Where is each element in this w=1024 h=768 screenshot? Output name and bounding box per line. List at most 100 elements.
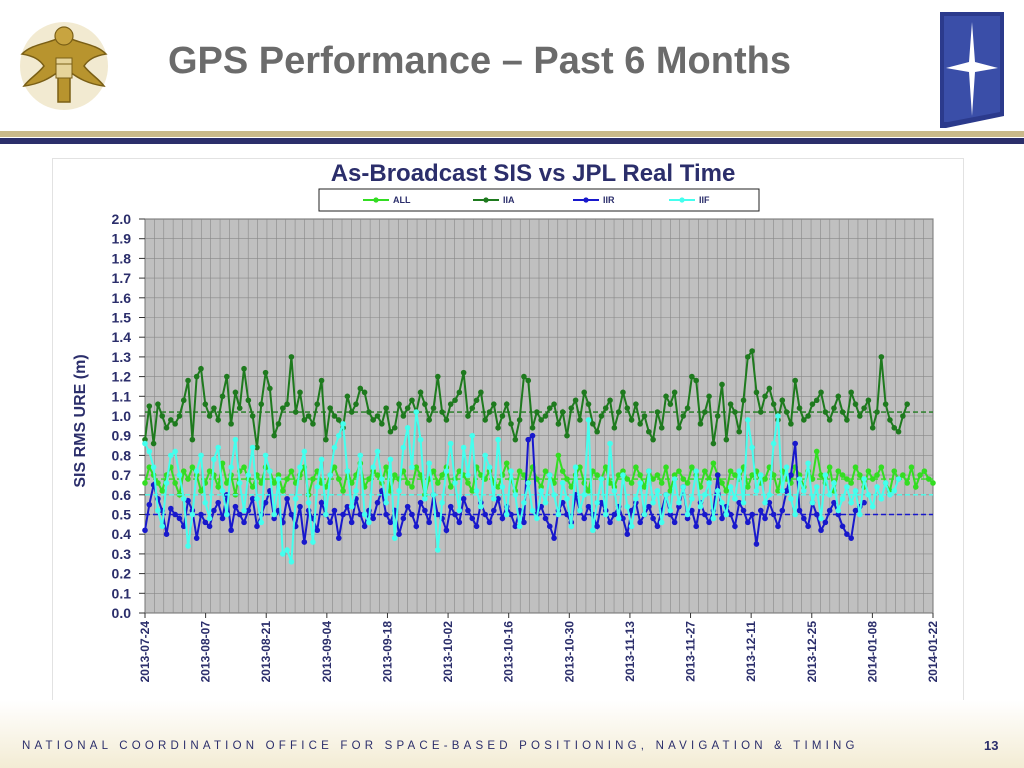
data-point-iia: [637, 421, 643, 427]
data-point-all: [615, 472, 622, 478]
chart-legend: ALL IIA IIR IIF: [318, 188, 760, 212]
data-point-all: [826, 464, 833, 471]
data-point-iia: [667, 401, 674, 407]
data-point-iia: [422, 401, 428, 407]
data-point-iif: [499, 484, 506, 490]
x-tick-label: 2013-09-04: [320, 621, 334, 683]
data-point-iia: [249, 413, 256, 419]
data-point-iir: [546, 523, 553, 530]
data-point-iif: [211, 456, 217, 463]
data-point-iif: [525, 480, 532, 486]
data-point-iia: [305, 413, 312, 419]
data-point-iia: [163, 425, 170, 431]
data-point-iif: [340, 421, 346, 427]
data-point-iia: [323, 436, 329, 443]
data-point-all: [856, 472, 863, 478]
data-point-iia: [168, 417, 174, 423]
data-point-iir: [848, 535, 854, 541]
data-point-iia: [396, 401, 402, 407]
data-point-all: [667, 488, 674, 494]
data-point-all: [348, 480, 355, 486]
data-point-all: [900, 472, 906, 478]
data-point-iif: [163, 480, 170, 486]
data-point-iif: [693, 468, 699, 474]
data-point-iia: [809, 401, 816, 407]
chart-panel: As-Broadcast SIS vs JPL Real Time ALL IIA…: [52, 158, 964, 708]
y-tick-label: 1.1: [112, 388, 132, 404]
data-point-all: [258, 480, 265, 486]
data-point-iif: [542, 499, 549, 506]
data-point-iia: [650, 436, 656, 443]
data-point-iir: [314, 527, 321, 534]
data-point-iif: [486, 464, 493, 471]
data-point-iif: [757, 472, 764, 478]
data-point-all: [172, 480, 178, 486]
data-point-all: [813, 448, 820, 455]
data-point-iia: [719, 381, 725, 388]
data-point-iia: [753, 389, 760, 396]
data-point-iir: [594, 523, 600, 530]
data-point-iif: [478, 503, 484, 510]
data-point-iir: [831, 499, 837, 506]
x-tick-label: 2013-10-02: [441, 621, 455, 683]
data-point-iir: [361, 523, 368, 530]
data-point-iia: [633, 401, 639, 407]
data-point-iif: [357, 452, 364, 459]
data-point-iia: [714, 413, 721, 419]
data-point-iir: [650, 515, 656, 522]
data-point-iif: [792, 511, 799, 518]
data-point-all: [413, 464, 420, 471]
data-point-iia: [435, 373, 441, 380]
data-point-iia: [348, 409, 355, 415]
slide-title: GPS Performance – Past 6 Months: [168, 40, 791, 82]
data-point-iif: [646, 468, 652, 474]
data-point-iia: [460, 369, 467, 376]
data-point-all: [930, 480, 936, 486]
data-point-iif: [189, 511, 196, 518]
data-point-iif: [318, 456, 325, 463]
data-point-iif: [783, 464, 790, 471]
data-point-iir: [525, 436, 532, 443]
data-point-iif: [146, 448, 153, 455]
data-point-iia: [805, 413, 811, 419]
data-point-iir: [508, 511, 514, 518]
data-point-all: [542, 468, 549, 474]
data-point-iif: [641, 511, 648, 518]
gps-star-logo-icon: [940, 12, 1004, 128]
series-line-iia: [144, 348, 909, 448]
data-point-iir: [172, 511, 178, 518]
data-point-iia: [689, 373, 695, 380]
data-point-all: [727, 468, 734, 474]
data-point-iif: [297, 464, 303, 471]
data-point-iia: [706, 393, 712, 400]
data-point-all: [770, 472, 777, 478]
data-point-iif: [310, 539, 316, 545]
data-point-all: [391, 472, 398, 478]
data-point-iif: [822, 472, 829, 478]
data-point-iir: [861, 499, 867, 506]
data-point-iif: [745, 417, 751, 423]
data-point-iia: [676, 425, 682, 431]
data-point-iif: [206, 515, 213, 522]
data-point-iif: [267, 468, 273, 474]
data-point-iif: [516, 523, 523, 530]
data-point-iif: [719, 499, 725, 506]
data-point-all: [637, 472, 643, 478]
data-point-all: [602, 464, 609, 471]
data-point-iir: [146, 501, 153, 508]
data-point-iif: [895, 476, 902, 482]
y-tick-label: 0.9: [112, 428, 132, 444]
data-point-all: [689, 464, 695, 471]
data-point-iif: [219, 488, 226, 494]
data-point-all: [917, 472, 923, 478]
data-point-iir: [357, 511, 364, 518]
data-point-iif: [844, 484, 850, 490]
data-point-iif: [271, 511, 277, 518]
data-point-iia: [895, 428, 902, 435]
data-point-iif: [426, 460, 432, 467]
data-point-iir: [245, 507, 252, 514]
data-point-iia: [697, 421, 704, 427]
data-point-iia: [185, 377, 191, 384]
data-point-iia: [538, 417, 544, 423]
data-point-iif: [555, 511, 562, 518]
